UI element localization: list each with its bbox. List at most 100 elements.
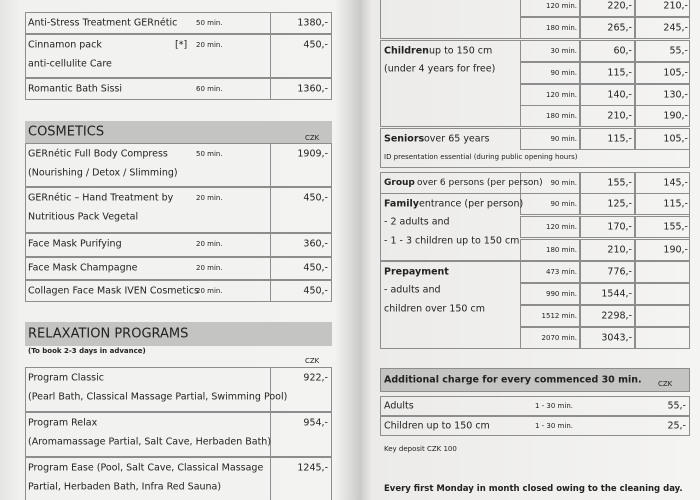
cell-border <box>520 62 580 84</box>
item-name: Partial, Herbaden Bath, Infra Red Sauna) <box>28 481 222 493</box>
price: 2298,- <box>601 310 632 322</box>
duration: 90 min. <box>550 200 577 208</box>
price: 130,- <box>663 89 688 101</box>
duration: 180 min. <box>545 24 577 32</box>
section-title: COSMETICS <box>28 124 105 140</box>
item-name: Collagen Face Mask IVEN Cosmetics <box>28 285 199 297</box>
duration: 20 min. <box>196 194 223 202</box>
group-label: Group <box>384 178 415 188</box>
cell-border <box>580 261 635 283</box>
price: 105,- <box>663 67 688 79</box>
group-label: Seniors <box>384 133 425 145</box>
cell-border <box>580 17 635 39</box>
cell-border <box>580 305 635 327</box>
group-label: Family <box>384 198 419 210</box>
cell-border <box>270 34 332 78</box>
cell-border <box>520 283 580 305</box>
cell-border <box>580 0 635 17</box>
cell-border <box>580 105 635 127</box>
price: 55,- <box>667 400 686 412</box>
group-label-rest: over 65 years <box>424 133 490 145</box>
cell-border <box>520 40 580 62</box>
cell-border <box>270 12 332 34</box>
duration: 2070 min. <box>541 334 577 342</box>
cell-border <box>520 216 580 238</box>
item-name: Program Relax <box>28 417 98 429</box>
cell-border <box>635 128 690 150</box>
price: 450,- <box>303 192 328 204</box>
cell-border <box>520 105 580 127</box>
price: 125,- <box>607 198 632 210</box>
section-title: Additional charge for every commenced 30… <box>384 374 642 386</box>
duration: 30 min. <box>550 47 577 55</box>
group-label: Children <box>384 45 429 57</box>
header-border <box>380 368 690 392</box>
price: 210,- <box>663 0 688 12</box>
cell-border <box>580 216 635 238</box>
item-name: (Pearl Bath, Classical Massage Partial, … <box>28 391 288 403</box>
duration: 180 min. <box>545 112 577 120</box>
cell-border <box>520 239 580 261</box>
duration: 180 min. <box>545 246 577 254</box>
item-note: [*] <box>175 39 188 51</box>
cell-border <box>635 105 690 127</box>
section-title: RELAXATION PROGRAMS <box>28 326 189 342</box>
price: 776,- <box>607 266 632 278</box>
cell-border <box>270 233 332 257</box>
key-deposit: Key deposit CZK 100 <box>384 445 457 453</box>
currency: CZK <box>658 380 673 388</box>
duration: 1 - 30 min. <box>535 402 573 410</box>
cell-border <box>270 457 332 500</box>
price: 220,- <box>607 0 632 12</box>
cell-border <box>580 239 635 261</box>
item-name: Program Classic <box>28 372 104 384</box>
price: 60,- <box>613 45 632 57</box>
section-subtitle: (To book 2-3 days in advance) <box>28 347 146 355</box>
group-note: - 1 - 3 children up to 150 cm <box>384 235 520 247</box>
cell-border <box>580 283 635 305</box>
cell-border <box>270 143 332 187</box>
cell-border <box>380 396 690 416</box>
item-name: anti-cellulite Care <box>28 58 112 70</box>
duration: 120 min. <box>545 2 577 10</box>
price: 360,- <box>303 238 328 250</box>
cell-border <box>635 17 690 39</box>
cell-border <box>635 216 690 238</box>
cell-border <box>635 193 690 215</box>
duration: 90 min. <box>550 69 577 77</box>
item-name: Romantic Bath Sissi <box>28 83 123 95</box>
duration: 1512 min. <box>541 312 577 320</box>
cell-border <box>635 239 690 261</box>
duration: 120 min. <box>545 223 577 231</box>
cell-border <box>635 305 690 327</box>
currency: CZK <box>305 134 320 142</box>
group-note: - adults and <box>384 284 441 296</box>
cell-border <box>635 261 690 283</box>
price: 1544,- <box>601 288 632 300</box>
price: 210,- <box>607 110 632 122</box>
duration: 20 min. <box>196 264 223 272</box>
group-label-rest: up to 150 cm <box>429 45 493 57</box>
price: 55,- <box>669 45 688 57</box>
cell-border <box>580 128 635 150</box>
price: 115,- <box>607 67 632 79</box>
duration: 90 min. <box>550 135 577 143</box>
cell-border <box>520 261 580 283</box>
price: 1245,- <box>297 462 328 474</box>
item-name: Adults <box>384 400 414 412</box>
group-note: - 2 adults and <box>384 216 450 228</box>
cell-border <box>635 62 690 84</box>
cell-border <box>270 367 332 412</box>
duration: 990 min. <box>545 290 577 298</box>
closing-note: Every first Monday in month closed owing… <box>384 484 683 494</box>
price: 3043,- <box>601 332 632 344</box>
price: 210,- <box>607 244 632 256</box>
duration: 20 min. <box>196 287 223 295</box>
item-name: GERnétic Full Body Compress <box>28 148 168 160</box>
price: 105,- <box>663 133 688 145</box>
item-name: Cinnamon pack <box>28 39 102 51</box>
cell-border <box>270 187 332 233</box>
duration: 60 min. <box>196 85 223 93</box>
item-name: GERnétic – Hand Treatment by <box>28 192 174 204</box>
